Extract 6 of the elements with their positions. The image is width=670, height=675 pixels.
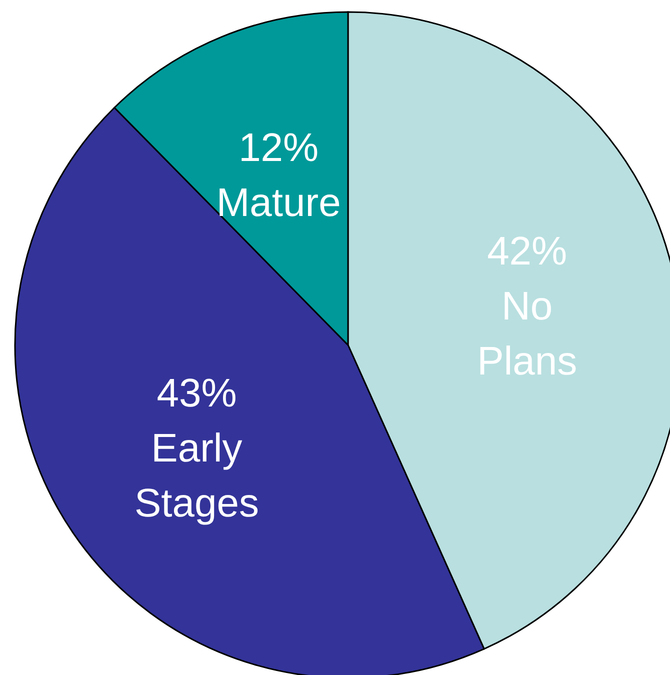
slice-label: Early Stages [134, 426, 260, 526]
data-label: 43% [156, 371, 237, 416]
data-label: 42% [487, 230, 568, 274]
slice-label: No Plans [477, 284, 578, 384]
data-label: 12% [238, 126, 319, 170]
slice-label: Mature [216, 181, 341, 226]
